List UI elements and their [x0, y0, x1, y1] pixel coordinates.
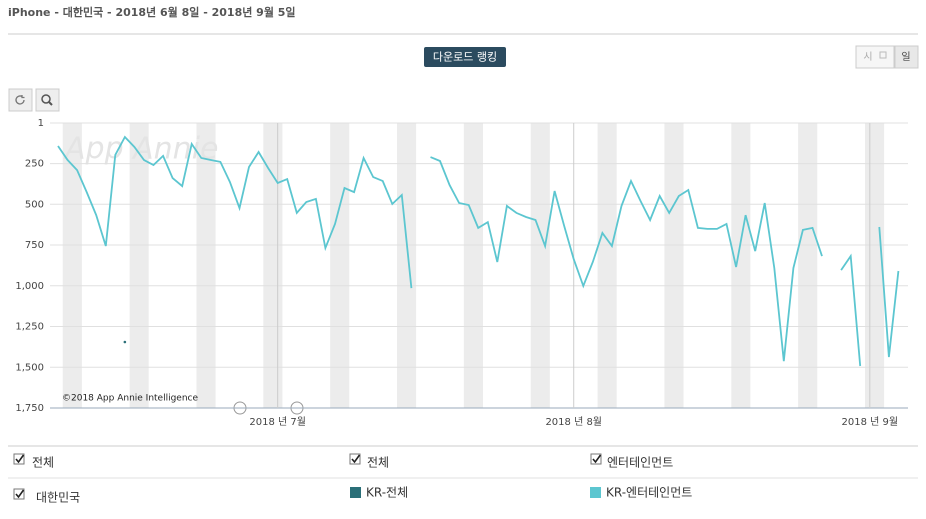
checkbox[interactable]	[590, 453, 602, 465]
weekend-band	[731, 123, 751, 408]
toggle-day[interactable]	[894, 45, 919, 69]
x-tick-label: 2018 년 8월	[545, 416, 602, 428]
weekend-band	[664, 123, 684, 408]
weekend-band	[530, 123, 550, 408]
weekend-band	[196, 123, 216, 408]
checkbox[interactable]	[13, 488, 25, 500]
filter-entertainment[interactable]: 엔터테인먼트	[607, 456, 673, 470]
zoom-icon-handle	[48, 101, 53, 106]
y-tick-label: 1,750	[15, 403, 44, 414]
data-point	[123, 340, 127, 344]
y-tick-label: 500	[25, 199, 44, 210]
reset-button[interactable]	[8, 88, 33, 112]
checkbox[interactable]	[13, 453, 25, 465]
weekend-band	[62, 123, 82, 408]
weekend-band	[864, 123, 885, 408]
y-tick-label: 1	[38, 118, 44, 129]
legend-swatch	[590, 487, 601, 498]
filter-country[interactable]: 대한민국	[36, 491, 80, 505]
toggle-day-label[interactable]: 일	[901, 51, 910, 63]
weekend-band	[463, 123, 483, 408]
toggle-hour[interactable]	[855, 45, 895, 69]
reset-icon	[15, 95, 25, 105]
toggle-hour-label[interactable]: 시	[863, 51, 872, 63]
weekend-band	[129, 123, 149, 408]
checkbox[interactable]	[349, 453, 361, 465]
series-line	[57, 135, 900, 367]
weekend-band	[397, 123, 417, 408]
zoom-button[interactable]	[35, 88, 60, 112]
header-title: iPhone - 대한민국 - 2018년 6월 8일 - 2018년 9월 5…	[8, 5, 296, 19]
y-tick-label: 1,500	[15, 362, 44, 373]
legend-label: KR-전체	[366, 486, 408, 500]
zoom-icon	[41, 94, 51, 104]
y-tick-label: 1,000	[15, 281, 44, 292]
ranking-button[interactable]	[424, 47, 506, 67]
filter-all[interactable]: 전체	[32, 456, 54, 470]
x-tick-label: 2018 년 7월	[249, 416, 306, 428]
copyright: ©2018 App Annie Intelligence	[62, 394, 199, 404]
filter-all[interactable]: 전체	[367, 456, 389, 470]
weekend-band	[330, 123, 350, 408]
legend-label: KR-엔터테인먼트	[606, 486, 692, 500]
y-tick-label: 750	[25, 240, 44, 251]
lock-icon	[879, 51, 887, 59]
weekend-band	[798, 123, 818, 408]
weekend-band	[597, 123, 617, 408]
x-tick-label: 2018 년 9월	[842, 416, 899, 428]
ranking-button-label[interactable]: 다운로드 랭킹	[433, 51, 497, 64]
watermark: App Annie	[63, 132, 219, 167]
legend-swatch	[350, 487, 361, 498]
y-tick-label: 1,250	[15, 322, 44, 333]
y-tick-label: 250	[25, 159, 44, 170]
